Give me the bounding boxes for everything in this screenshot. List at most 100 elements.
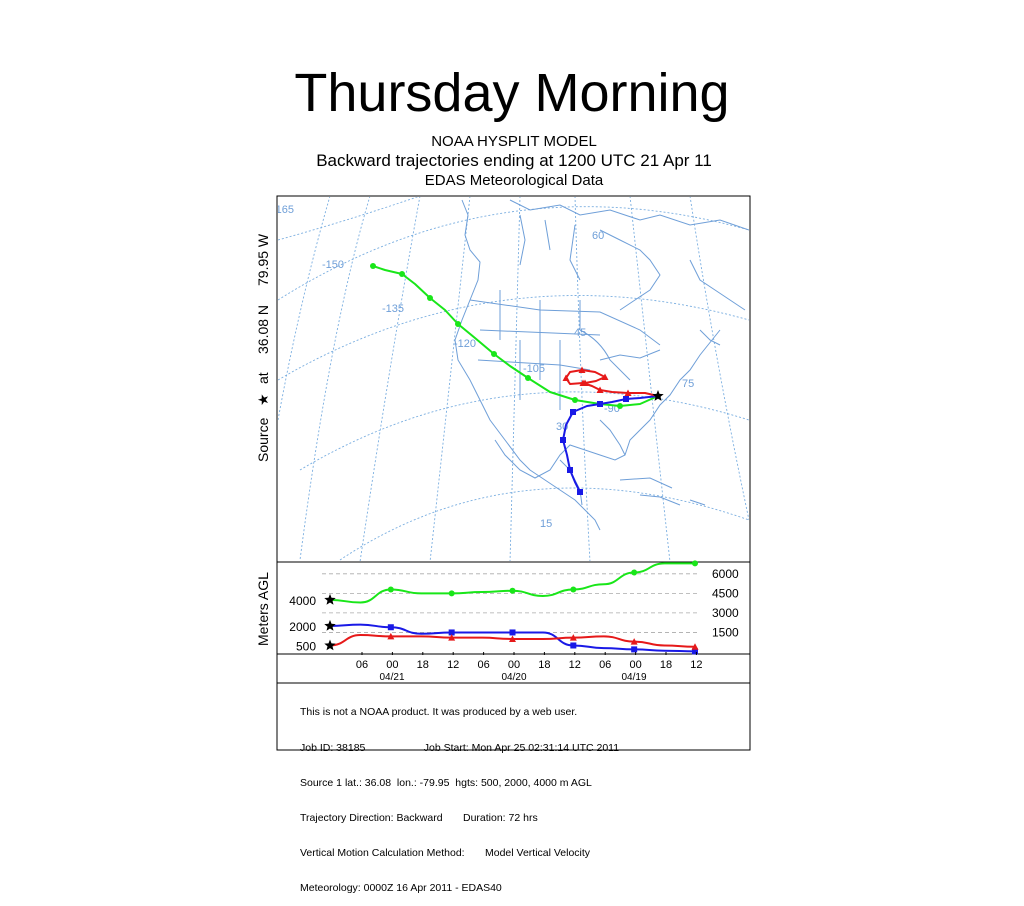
time-tick-label: 18 [538,659,550,671]
time-tick-label: 18 [417,659,429,671]
info-line: Job ID: 38185 Job Start: Mon Apr 25 02:3… [300,741,620,754]
info-line: This is not a NOAA product. It was produ… [300,706,578,719]
height-tick-label: 1500 [712,625,739,639]
height-point-green [448,590,455,597]
height-start-star-icon [324,639,336,651]
map-point-blue [560,437,566,443]
date-label: 04/21 [379,672,404,683]
map-point-green [455,321,461,327]
lat-label: 60 [592,230,604,242]
time-tick-label: 12 [690,659,702,671]
height-point-red [569,634,577,641]
trajectory-title: Backward trajectories ending at 1200 UTC… [316,151,712,170]
source-star-icon: ★ [255,393,271,406]
time-tick-label: 06 [356,659,368,671]
height-start-star-icon [324,619,336,631]
height-point-red [691,643,699,650]
source-at-label: at [255,372,271,384]
map-grid-labels: -165 -150 -135 -120 -105 75 60 45 30 15 … [272,204,694,530]
map-trajectory-green [372,265,659,407]
map-point-green [399,271,405,277]
info-line: Vertical Motion Calculation Method: Mode… [300,846,591,859]
height-point-red [509,635,516,642]
map-point-red [596,386,604,393]
height-point-red [387,632,395,640]
lon-label: -105 [523,363,545,375]
height-point-green [692,560,698,567]
height-tick-label: 6000 [712,567,739,581]
time-tick-label: 06 [599,659,611,671]
map-point-red [581,379,589,386]
time-tick-label: 06 [477,659,489,671]
map-point-green [617,403,623,409]
source-label-group: Source ★ at 36.08 N 79.95 W Meters AGL [255,233,271,646]
map-point-red [624,389,632,396]
lat-label: 15 [540,518,552,530]
map-point-green [427,295,433,301]
model-title: NOAA HYSPLIT MODEL [431,133,597,150]
map-point-green [572,397,578,403]
map-point-red [578,366,586,373]
map-point-green [491,351,497,357]
info-line: Meteorology: 0000Z 16 Apr 2011 - EDAS40 [300,881,502,894]
map-point-green [370,263,376,269]
info-line: Trajectory Direction: Backward Duration:… [300,811,538,824]
time-tick-label: 00 [386,659,398,671]
source-label: Source [255,417,271,462]
height-point-green [387,586,394,593]
lon-label: -165 [272,204,294,216]
time-tick-label: 00 [629,659,641,671]
trajectory-map: -165 -150 -135 -120 -105 75 60 45 30 15 … [272,197,749,561]
map-point-blue [623,396,629,402]
date-label: 04/19 [621,672,646,683]
height-tick-label: 3000 [712,606,739,620]
height-point-green [631,569,638,576]
map-point-red [562,374,570,381]
map-point-green [525,375,531,381]
map-point-blue [567,467,573,473]
source-lat-label: 36.08 N [255,305,271,354]
map-source-star-icon [652,390,664,401]
hysplit-figure: -165 -150 -135 -120 -105 75 60 45 30 15 … [255,195,751,751]
time-tick-label: 00 [508,659,520,671]
date-label: 04/20 [501,672,526,683]
start-height-label: 500 [296,639,316,653]
time-tick-label: 12 [447,659,459,671]
run-info: This is not a NOAA product. It was produ… [300,684,619,906]
time-tick-label: 18 [660,659,672,671]
slide-title: Thursday Morning [294,63,730,123]
height-point-blue [387,624,394,631]
map-point-blue [577,489,583,495]
lon-label: -135 [382,303,404,315]
height-point-red [448,634,456,641]
start-height-label: 4000 [289,594,316,608]
lon-label: -150 [322,259,344,271]
meteorology-title: EDAS Meteorological Data [424,172,604,189]
map-point-red [601,373,609,380]
height-point-blue [692,648,698,655]
map-point-blue [570,409,576,415]
map-grid [278,197,749,561]
height-start-star-icon [324,593,336,605]
height-panel: 6000 4500 3000 1500 4000 2000 500 06 00 18 12 06 00 1… [289,560,739,683]
coastlines [454,199,749,531]
map-trajectories [370,263,664,495]
height-point-blue [509,629,516,636]
height-point-blue [631,646,638,653]
start-height-label: 2000 [289,620,316,634]
height-axis-label: Meters AGL [255,572,271,646]
lat-label: 45 [574,327,586,339]
height-point-red [630,638,638,645]
info-line: Source 1 lat.: 36.08 lon.: -79.95 hgts: … [300,776,592,789]
height-series-green [329,562,695,604]
lon-label: -120 [454,338,476,350]
map-trajectory-red [565,369,659,397]
map-frame [276,195,751,563]
height-point-green [570,586,577,593]
height-tick-label: 4500 [712,586,739,600]
height-point-blue [570,642,577,649]
height-point-blue [448,629,455,636]
lon-label: 75 [682,378,694,390]
source-lon-label: 79.95 W [255,233,271,286]
map-point-blue [597,401,603,407]
